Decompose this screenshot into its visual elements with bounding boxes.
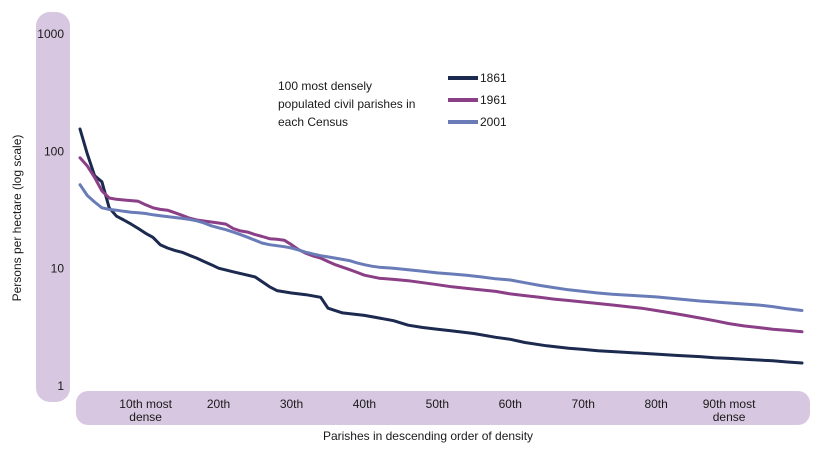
x-tick-label: dense [129, 410, 162, 424]
x-axis-band [76, 391, 810, 425]
x-tick-label: dense [713, 410, 746, 424]
y-axis-ticks: 1 10 100 1000 [37, 27, 64, 393]
legend-label-2001: 2001 [480, 115, 507, 129]
y-tick-label: 1000 [37, 27, 64, 41]
series-line-1961 [78, 156, 804, 334]
x-tick-label: 70th [572, 397, 595, 411]
annotation-line-2: populated civil parishes in [278, 97, 415, 111]
x-tick-label: 90th most [703, 397, 756, 411]
annotation-line-1: 100 most densely [278, 79, 372, 93]
legend-label-1961: 1961 [480, 93, 507, 107]
legend: 1861 1961 2001 [448, 71, 507, 129]
y-tick-label: 1 [57, 379, 64, 393]
y-tick-label: 100 [44, 144, 64, 158]
annotation-line-3: each Census [278, 115, 348, 129]
x-tick-label: 80th [644, 397, 667, 411]
series-lines [78, 127, 804, 365]
x-tick-label: 50th [426, 397, 449, 411]
x-tick-label: 20th [207, 397, 230, 411]
chart-annotation: 100 most densely populated civil parishe… [278, 79, 415, 129]
x-tick-label: 10th most [119, 397, 172, 411]
x-axis-title: Parishes in descending order of density [323, 429, 533, 443]
y-tick-label: 10 [51, 262, 65, 276]
series-line-1861 [78, 127, 804, 365]
y-axis-band [36, 12, 70, 402]
x-tick-label: 40th [353, 397, 376, 411]
series-line-2001 [78, 183, 804, 312]
x-tick-label: 30th [280, 397, 303, 411]
legend-label-1861: 1861 [480, 71, 507, 85]
y-axis-title: Persons per hectare (log scale) [10, 135, 24, 302]
x-tick-label: 60th [499, 397, 522, 411]
